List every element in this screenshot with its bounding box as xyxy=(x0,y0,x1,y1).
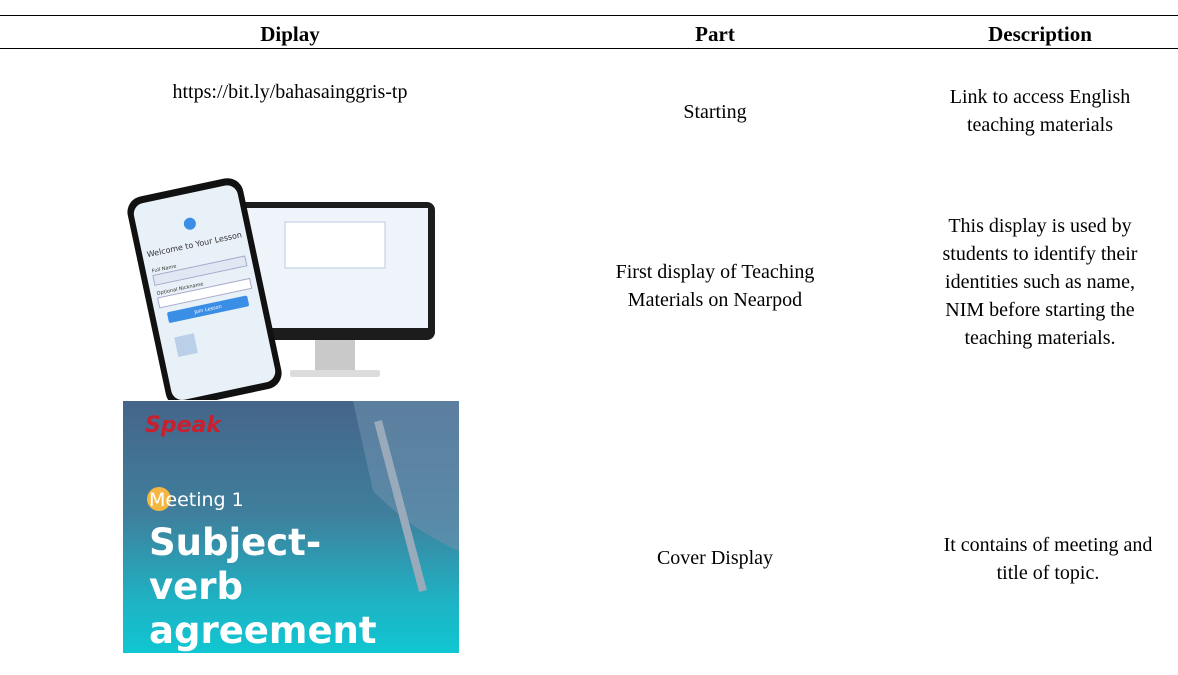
cover-brand: Speak xyxy=(145,413,221,438)
part-cell: Starting xyxy=(683,101,747,123)
cover-title: Subject-verb agreement xyxy=(149,521,377,652)
part-cell: Cover Display xyxy=(656,547,774,569)
cover-meeting: Meeting 1 xyxy=(149,489,244,511)
description-cell: It contains of meeting and title of topi… xyxy=(943,534,1153,584)
header-cell: Description xyxy=(988,22,1092,46)
description-cell: This display is used by students to iden… xyxy=(942,215,1138,349)
cover-decoration xyxy=(147,401,459,593)
top-rule xyxy=(0,15,1178,16)
nearpod-screenshot: Welcome to Your Lesson Full Name Optiona… xyxy=(127,178,435,400)
part-cell: First display of Teaching Materials on N… xyxy=(615,261,815,311)
phone-button: Join Lesson xyxy=(193,304,223,316)
description-cell: Link to access English teaching material… xyxy=(949,86,1131,136)
phone-field-label: Full Name xyxy=(151,264,177,275)
cover-image: Speak Meeting 1 Subject-verb agreement xyxy=(123,401,459,653)
header-cell: Part xyxy=(695,22,735,46)
header-cell: Diplay xyxy=(260,22,320,46)
header-rule xyxy=(0,48,1178,49)
display-link: https://bit.ly/bahasainggris-tp xyxy=(172,81,408,103)
